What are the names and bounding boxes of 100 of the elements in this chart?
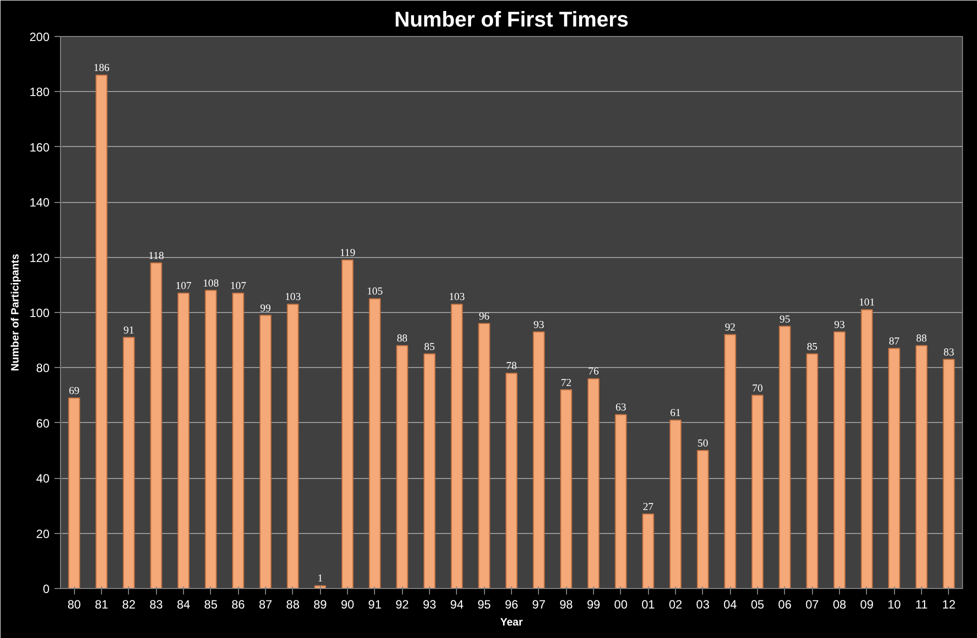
data-label: 93 (834, 320, 845, 331)
data-label: 91 (124, 325, 134, 336)
x-tick-label: 85 (204, 598, 218, 612)
bar (806, 353, 818, 588)
data-label: 88 (916, 334, 927, 345)
x-tick-label: 93 (422, 598, 436, 612)
bar (942, 358, 955, 588)
x-tick-label: 11 (915, 598, 928, 612)
x-tick-label: 06 (778, 598, 792, 612)
x-tick-label: 05 (750, 598, 764, 612)
x-tick-label: 96 (504, 598, 518, 612)
bar (286, 304, 299, 588)
bar (450, 304, 463, 588)
x-tick-label: 80 (67, 598, 82, 612)
y-tick-label: 20 (36, 526, 50, 541)
x-tick-label: 02 (668, 598, 682, 612)
bar (834, 331, 846, 588)
bar (778, 326, 791, 588)
x-tick-label: 07 (805, 598, 820, 612)
bar (424, 353, 436, 588)
bar (68, 398, 80, 588)
y-tick-label: 60 (36, 416, 50, 430)
x-tick-label: 84 (176, 598, 190, 612)
x-tick-label: 97 (532, 598, 546, 612)
bar (670, 420, 682, 588)
x-tick-label: 99 (586, 598, 600, 612)
data-label: 27 (642, 502, 654, 513)
x-tick-label: 03 (696, 598, 710, 612)
y-tick-label: 120 (29, 250, 50, 265)
bar (260, 314, 272, 588)
bar (478, 323, 490, 588)
bar (96, 74, 108, 588)
y-tick-label: 0 (42, 582, 50, 596)
data-label: 105 (366, 286, 383, 298)
y-tick-label: 160 (29, 140, 50, 154)
x-tick-label: 10 (887, 598, 902, 612)
data-label: 93 (534, 320, 544, 331)
y-tick-label: 40 (36, 472, 50, 486)
bar (642, 513, 654, 588)
x-tick-label: 04 (723, 598, 738, 612)
data-label: 88 (396, 334, 408, 345)
bar (588, 378, 600, 588)
x-tick-label: 09 (860, 598, 874, 612)
x-tick-label: 95 (477, 598, 492, 612)
data-label: 87 (888, 336, 900, 348)
bar (150, 262, 162, 588)
data-label: 50 (698, 438, 708, 450)
data-label: 63 (616, 402, 626, 414)
data-label: 186 (94, 63, 110, 74)
bar (506, 372, 518, 588)
data-label: 1 (318, 574, 323, 585)
data-label: 103 (448, 292, 465, 304)
y-tick-label: 200 (29, 30, 50, 44)
bar (396, 345, 408, 588)
data-label: 70 (752, 383, 763, 394)
bar (532, 331, 545, 588)
data-label: 99 (260, 303, 271, 314)
x-tick-label: 82 (122, 598, 136, 612)
bar (888, 348, 900, 588)
bar (122, 336, 135, 588)
y-tick-label: 140 (29, 196, 50, 210)
y-tick-label: 180 (29, 85, 50, 100)
data-label: 118 (148, 250, 164, 262)
x-tick-label: 87 (258, 598, 272, 612)
x-tick-label: 91 (368, 598, 382, 612)
data-label: 108 (202, 278, 219, 290)
data-label: 96 (478, 312, 490, 323)
data-label: 107 (230, 281, 247, 292)
data-label: 78 (506, 361, 517, 372)
bar (178, 292, 190, 588)
data-label: 85 (424, 342, 435, 353)
data-label: 107 (176, 281, 192, 292)
x-tick-label: 88 (286, 598, 300, 612)
bar (232, 292, 244, 588)
chart-title: Number of First Timers (394, 8, 629, 32)
data-label: 61 (670, 408, 681, 420)
bar (724, 334, 736, 588)
data-label: 95 (780, 314, 790, 326)
bar (560, 389, 572, 588)
x-tick-label: 08 (832, 598, 846, 612)
data-label: 72 (560, 378, 572, 389)
bar (614, 414, 627, 588)
data-label: 101 (858, 298, 875, 309)
x-tick-label: 12 (942, 598, 956, 612)
x-tick-label: 94 (450, 598, 464, 612)
bar (368, 298, 381, 588)
x-tick-label: 92 (395, 598, 410, 612)
data-label: 103 (284, 292, 301, 304)
data-label: 119 (340, 248, 356, 260)
data-label: 92 (724, 322, 736, 334)
data-label: 85 (806, 342, 818, 353)
data-label: 69 (68, 386, 80, 398)
bar (696, 450, 709, 588)
data-label: 76 (588, 366, 600, 378)
y-tick-label: 100 (29, 306, 50, 320)
x-tick-label: 83 (149, 598, 164, 612)
x-axis-title: Year (500, 616, 523, 628)
x-tick-label: 90 (340, 598, 354, 612)
x-tick-label: 98 (559, 598, 574, 612)
bar (916, 345, 928, 588)
